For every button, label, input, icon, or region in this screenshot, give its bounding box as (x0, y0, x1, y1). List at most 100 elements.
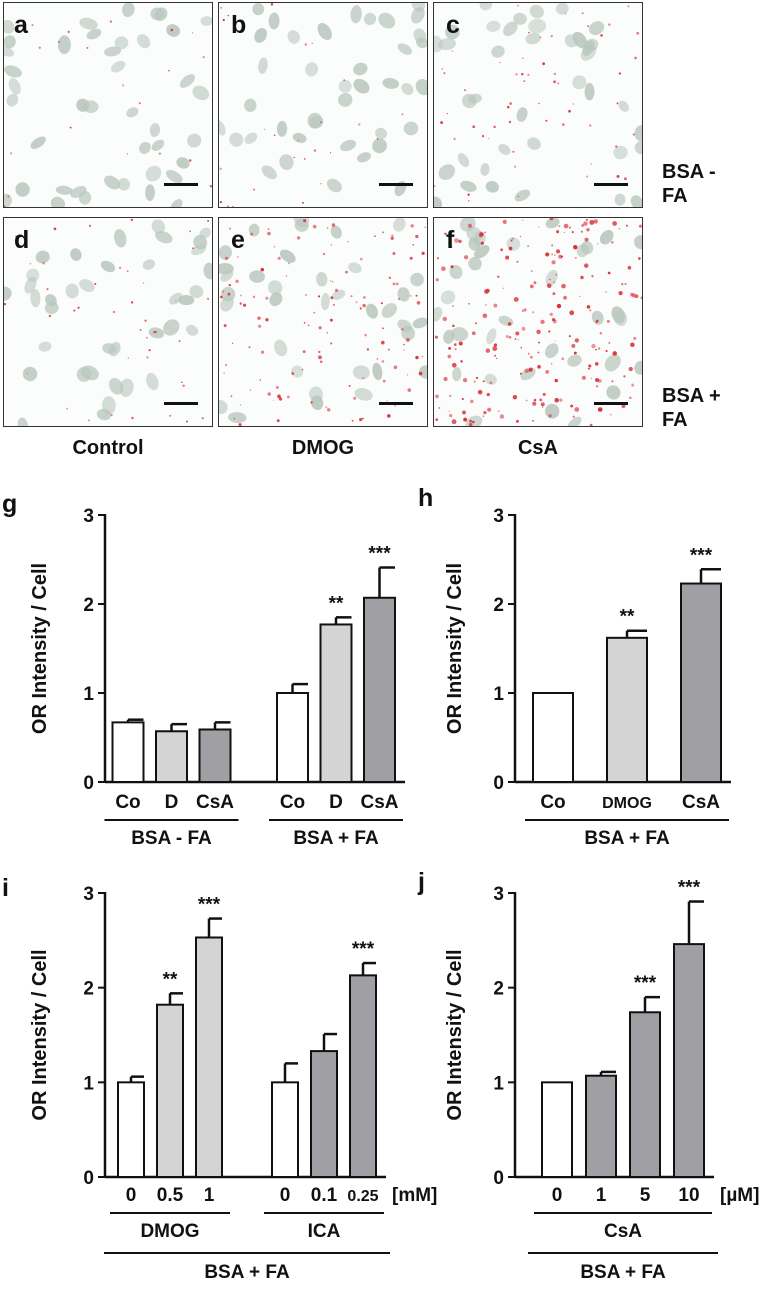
lipid-droplet (580, 275, 584, 280)
cell-nucleus (261, 165, 277, 180)
lipid-droplet (591, 343, 596, 349)
lipid-droplet (390, 236, 394, 240)
lipid-droplet (362, 377, 365, 380)
y-tick-label: 1 (493, 684, 504, 705)
lipid-droplet (538, 102, 540, 105)
lipid-droplet (415, 234, 419, 239)
cell-nucleus (403, 121, 419, 136)
lipid-droplet (126, 270, 129, 273)
panel-label-f: f (446, 226, 455, 254)
bar (271, 1081, 299, 1178)
cell-nucleus (193, 234, 208, 250)
lipid-droplet (517, 4, 519, 7)
lipid-droplet (267, 392, 271, 396)
lipid-droplet (553, 281, 555, 283)
bar (629, 1011, 661, 1178)
lipid-droplet (359, 418, 363, 422)
lipid-droplet (558, 254, 563, 259)
cell-nucleus (485, 180, 499, 193)
cell-nucleus (415, 79, 427, 96)
lipid-droplet (146, 356, 149, 359)
lipid-droplet (519, 235, 522, 238)
significance-label: ** (163, 969, 178, 990)
lipid-droplet (463, 417, 468, 422)
lipid-droplet (382, 231, 385, 234)
lipid-droplet (110, 414, 113, 417)
column-label-control: Control (72, 437, 144, 459)
lipid-droplet (532, 401, 537, 406)
lipid-droplet (436, 257, 439, 260)
y-tick-label: 0 (83, 1168, 94, 1189)
lipid-droplet (220, 6, 223, 9)
lipid-droplet (608, 341, 611, 344)
category-label: Co (280, 792, 305, 813)
lipid-droplet (483, 410, 487, 415)
lipid-droplet (589, 220, 595, 225)
cell-nucleus (139, 141, 151, 155)
lipid-droplet (462, 377, 468, 383)
lipid-droplet (589, 423, 593, 426)
lipid-droplet (302, 350, 306, 354)
lipid-droplet (228, 227, 232, 230)
panel-label-g: g (2, 490, 18, 518)
lipid-droplet (616, 174, 620, 178)
lipid-droplet (347, 240, 349, 243)
lipid-droplet (572, 103, 575, 105)
lipid-droplet (144, 319, 147, 322)
lipid-droplet (618, 227, 621, 230)
lipid-droplet (590, 377, 593, 380)
cell-nucleus (572, 31, 588, 49)
lipid-droplet (131, 301, 134, 304)
micrograph-background (219, 218, 427, 426)
lipid-droplet (312, 224, 317, 229)
cell-nucleus (76, 366, 92, 382)
lipid-droplet (118, 266, 122, 269)
lipid-droplet (380, 302, 383, 305)
lipid-droplet (581, 375, 586, 380)
lipid-droplet (148, 349, 151, 352)
significance-label: ** (329, 593, 344, 614)
lipid-droplet (584, 237, 589, 242)
cell-nucleus (572, 75, 587, 90)
lipid-droplet (627, 5, 630, 8)
lipid-droplet (624, 177, 627, 181)
lipid-droplet (621, 403, 626, 409)
lipid-droplet (551, 318, 556, 322)
lipid-droplet (529, 355, 533, 359)
lipid-droplet (444, 232, 447, 235)
super-group-label: BSA + FA (204, 1262, 290, 1283)
lipid-droplet (561, 123, 565, 126)
lipid-droplet (77, 306, 80, 309)
lipid-droplet (551, 260, 556, 265)
lipid-droplet (330, 342, 333, 345)
y-tick-label: 0 (493, 1168, 504, 1189)
lipid-droplet (470, 399, 474, 404)
lipid-droplet (270, 3, 274, 6)
lipid-droplet (595, 348, 597, 351)
cell-nucleus (189, 285, 204, 299)
cell-nucleus (591, 310, 604, 325)
lipid-droplet (382, 327, 384, 330)
lipid-droplet (15, 235, 18, 238)
lipid-droplet (233, 417, 235, 420)
cell-nucleus (545, 218, 560, 229)
lipid-droplet (555, 274, 557, 276)
lipid-droplet (376, 138, 379, 140)
cell-nucleus (599, 229, 614, 245)
lipid-droplet (528, 31, 530, 34)
micrograph-b-cells (219, 3, 427, 207)
cell-nucleus (119, 378, 134, 397)
cell-nucleus (326, 178, 342, 193)
lipid-droplet (625, 224, 628, 227)
bar (680, 582, 722, 783)
lipid-droplet (591, 275, 594, 278)
cell-nucleus (292, 132, 307, 143)
category-label: 0.1 (311, 1185, 338, 1206)
lipid-droplet (555, 249, 561, 254)
lipid-droplet (548, 330, 551, 333)
lipid-droplet (629, 396, 632, 399)
lipid-droplet (574, 407, 580, 412)
lipid-droplet (88, 419, 90, 422)
cell-nucleus (410, 6, 425, 24)
lipid-droplet (329, 280, 332, 282)
